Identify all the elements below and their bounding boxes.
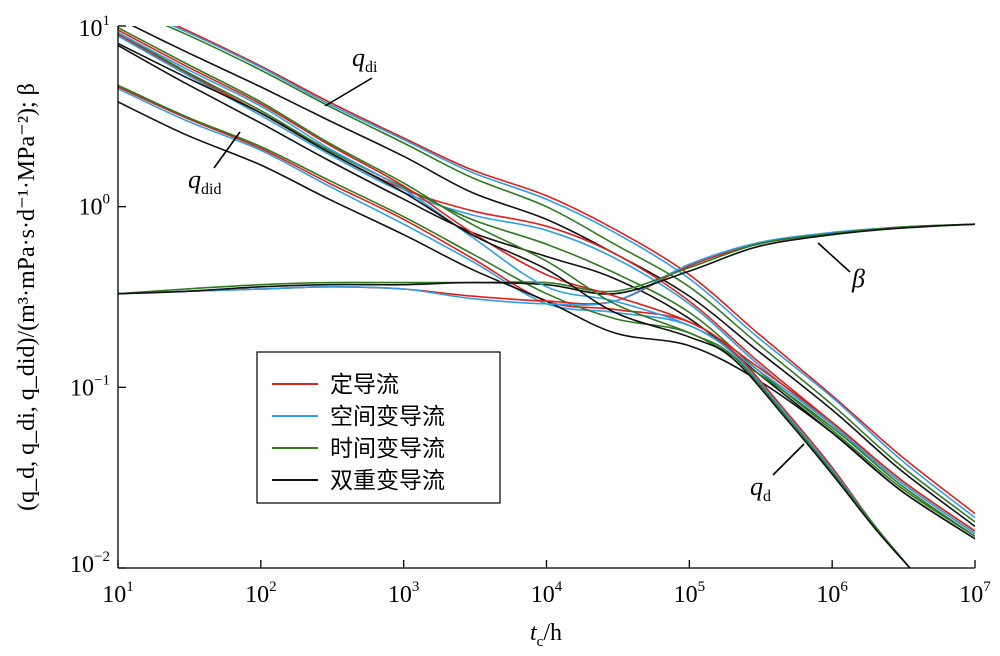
series-line-q_d-3 <box>118 101 975 540</box>
annotation-leader <box>817 242 851 273</box>
series-line-q_d-1 <box>118 87 975 535</box>
x-tick-label: 106 <box>816 579 848 608</box>
series-line-q_di-0 <box>175 26 975 515</box>
series-layer <box>118 26 975 568</box>
series-line-q_d_steep-2 <box>118 26 911 568</box>
x-tick-label: 105 <box>674 579 706 608</box>
annotation-layer: qdi qdid β qd <box>188 43 865 505</box>
annotation-leader <box>772 443 805 476</box>
y-tick-label: 100 <box>79 192 111 221</box>
series-line-beta-0 <box>118 223 975 305</box>
series-line-q_d_steep-0 <box>118 29 911 568</box>
legend-box <box>256 351 501 504</box>
y-axis-label: (q_d, q_di, q_did)/(m³·mPa·s·d⁻¹·MPa⁻²);… <box>14 83 40 511</box>
series-line-beta-3 <box>118 223 975 295</box>
series-line-q_d-0 <box>118 86 975 532</box>
series-line-beta-1 <box>118 223 975 306</box>
annotation-label: qdi <box>352 43 378 76</box>
series-line-q_d_steep-3 <box>118 42 911 568</box>
series-line-q_did-2 <box>118 31 975 537</box>
legend-label: 时间变导流 <box>330 436 445 462</box>
series-line-q_did-3 <box>118 44 975 540</box>
x-tick-label: 101 <box>102 579 134 608</box>
y-tick-label: 10−2 <box>70 549 110 578</box>
legend-label: 定导流 <box>330 372 399 398</box>
ticks-layer: 101 102 103 104 105 106 107 10−2 10−1 100 101 <box>70 13 991 608</box>
series-line-beta-2 <box>118 223 975 295</box>
x-tick-label: 107 <box>959 579 991 608</box>
annotation-leader <box>324 77 373 107</box>
legend-label: 空间变导流 <box>330 404 445 430</box>
y-tick-label: 10−1 <box>70 372 110 401</box>
x-tick-label: 103 <box>388 579 420 608</box>
y-tick-label: 101 <box>79 13 111 42</box>
series-line-q_di-1 <box>171 26 975 519</box>
series-line-q_d_steep-1 <box>118 31 911 568</box>
series-line-q_di-3 <box>131 26 975 528</box>
x-axis-label: tc/h <box>530 620 562 650</box>
annotation-label: qd <box>750 472 771 505</box>
annotation-label: β <box>851 264 865 293</box>
legend-label: 双重变导流 <box>330 468 445 494</box>
annotation-leader <box>213 131 241 169</box>
series-line-q_d-2 <box>118 84 975 537</box>
x-tick-label: 102 <box>245 579 277 608</box>
series-line-q_di-2 <box>165 26 975 523</box>
annotation-label: qdid <box>188 165 221 198</box>
x-tick-label: 104 <box>531 579 563 608</box>
